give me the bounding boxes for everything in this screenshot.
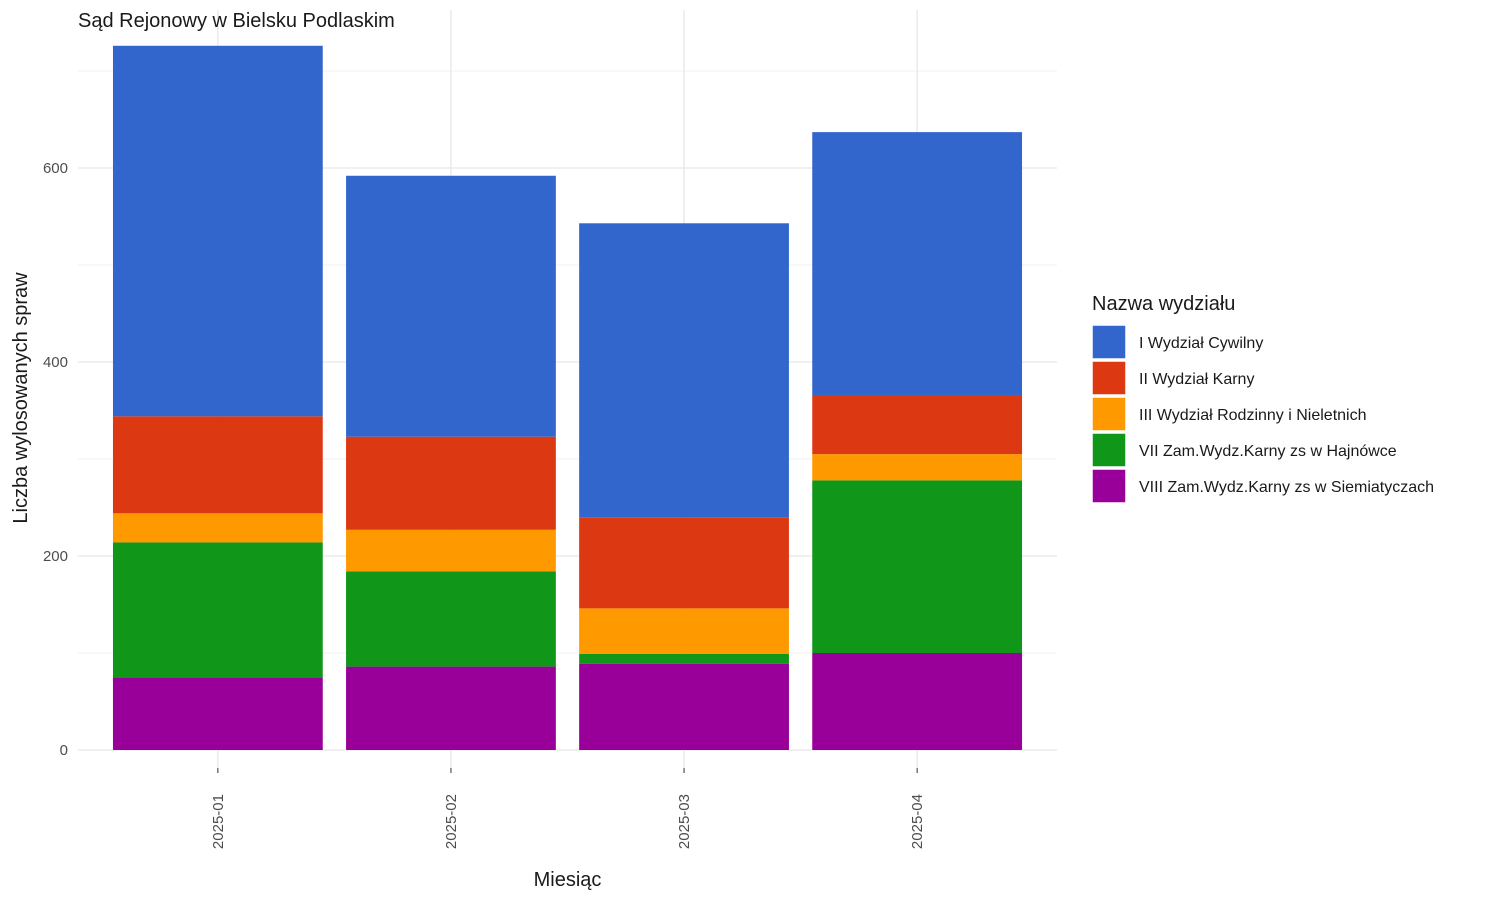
bar-segment (812, 132, 1023, 395)
legend: Nazwa wydziału I Wydział Cywilny II Wydzi… (1091, 293, 1434, 504)
x-tick-label: 2025-01 (210, 794, 227, 849)
bar-segment (579, 663, 789, 750)
y-tick-label: 200 (43, 548, 68, 565)
bar-segment (346, 571, 556, 667)
bar-segment (112, 416, 323, 514)
bar-segment (112, 45, 323, 417)
legend-label: II Wydział Karny (1139, 371, 1254, 388)
y-tick-label: 600 (43, 160, 68, 177)
bar-segment (346, 666, 556, 750)
bar-segment (812, 394, 1023, 455)
bar-segment (112, 677, 323, 750)
axis-layer: 0 200 400 600 2025-01 2025-02 2025-03 2025-04 (43, 160, 926, 849)
legend-key (1091, 432, 1127, 468)
y-tick-label: 0 (60, 742, 68, 759)
bar-segment (346, 529, 556, 572)
legend-key (1091, 396, 1127, 432)
bar-segment (579, 653, 789, 664)
legend-key (1091, 324, 1127, 360)
bar-segment (346, 436, 556, 530)
bar-segment (112, 542, 323, 678)
bar-segment (812, 480, 1023, 653)
bar-segment (346, 175, 556, 437)
bar-segment (579, 608, 789, 654)
legend-title: Nazwa wydziału (1092, 293, 1235, 315)
legend-label: III Wydział Rodzinny i Nieletnich (1139, 407, 1367, 424)
legend-label: VIII Zam.Wydz.Karny zs w Siemiatyczach (1139, 479, 1434, 496)
y-axis-title: Liczba wylosowanych spraw (10, 272, 32, 524)
legend-label: VII Zam.Wydz.Karny zs w Hajnówce (1139, 443, 1397, 460)
x-tick-label: 2025-03 (676, 794, 693, 849)
bar-segment (112, 513, 323, 543)
bar-segment (812, 653, 1023, 750)
bar-segment (579, 223, 789, 518)
legend-key (1091, 360, 1127, 396)
bar-segment (812, 454, 1023, 481)
legend-key (1091, 468, 1127, 504)
x-tick-label: 2025-04 (909, 794, 926, 849)
chart-title: Sąd Rejonowy w Bielsku Podlaskim (78, 10, 395, 32)
y-tick-label: 400 (43, 354, 68, 371)
bar-segment (579, 517, 789, 609)
x-axis-title: Miesiąc (534, 869, 602, 891)
legend-label: I Wydział Cywilny (1139, 335, 1263, 352)
bars-layer (112, 45, 1023, 750)
x-tick-label: 2025-02 (443, 794, 460, 849)
